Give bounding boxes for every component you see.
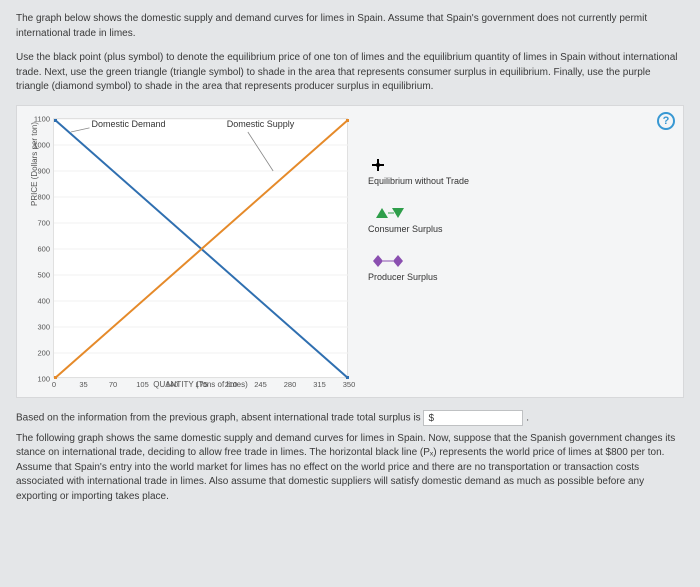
triangle-icon [368, 204, 673, 222]
legend-prod-label: Producer Surplus [368, 272, 438, 282]
diamond-icon [368, 252, 673, 270]
intro-paragraph-2: Use the black point (plus symbol) to den… [16, 51, 684, 95]
svg-text:Domestic Supply: Domestic Supply [227, 119, 295, 129]
total-surplus-input[interactable]: $ [423, 410, 523, 426]
intro-paragraph-1: The graph below shows the domestic suppl… [16, 12, 684, 41]
help-icon[interactable]: ? [657, 112, 675, 130]
currency-symbol: $ [428, 413, 434, 424]
legend: Equilibrium without Trade Consumer Surpl… [368, 118, 673, 300]
svg-text:Domestic Demand: Domestic Demand [92, 119, 166, 129]
plus-icon [368, 156, 673, 174]
chart-panel: ? PRICE (Dollars per ton) Domestic Deman… [16, 105, 684, 398]
followup-paragraph: The following graph shows the same domes… [16, 432, 684, 505]
sentence-pre: Based on the information from the previo… [16, 412, 423, 423]
legend-equilibrium[interactable]: Equilibrium without Trade [368, 156, 673, 186]
legend-consumer-surplus[interactable]: Consumer Surplus [368, 204, 673, 234]
total-surplus-sentence: Based on the information from the previo… [16, 410, 684, 426]
legend-eq-label: Equilibrium without Trade [368, 176, 469, 186]
legend-cons-label: Consumer Surplus [368, 224, 443, 234]
legend-producer-surplus[interactable]: Producer Surplus [368, 252, 673, 282]
sentence-post: . [526, 412, 529, 423]
supply-demand-chart[interactable]: PRICE (Dollars per ton) Domestic DemandD… [53, 118, 348, 378]
